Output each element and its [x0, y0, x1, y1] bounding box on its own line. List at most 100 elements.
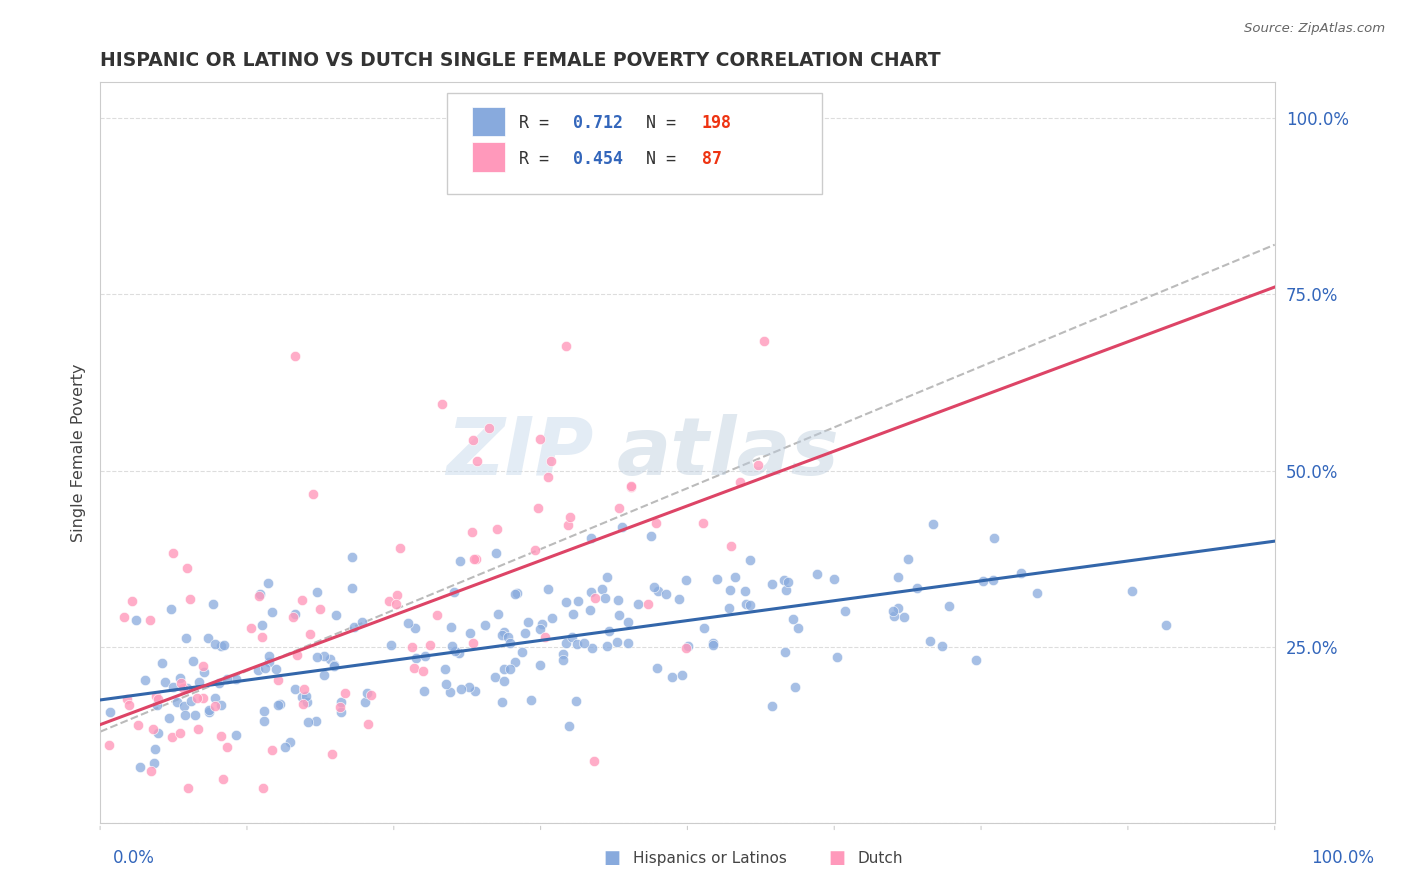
Hispanics or Latinos — [146, 726, 169, 740]
Hispanics or Latinos — [671, 668, 693, 682]
Hispanics or Latinos — [319, 652, 342, 666]
Hispanics or Latinos — [330, 694, 353, 708]
Hispanics or Latinos — [531, 616, 554, 631]
Hispanics or Latinos — [529, 622, 551, 636]
Dutch — [321, 747, 343, 762]
Hispanics or Latinos — [449, 554, 471, 568]
Hispanics or Latinos — [162, 680, 184, 694]
Hispanics or Latinos — [643, 580, 665, 594]
Hispanics or Latinos — [738, 553, 761, 567]
Hispanics or Latinos — [558, 719, 581, 733]
Hispanics or Latinos — [380, 638, 402, 652]
Hispanics or Latinos — [761, 576, 783, 591]
Text: 87: 87 — [702, 150, 721, 168]
Dutch — [204, 698, 226, 713]
Hispanics or Latinos — [561, 631, 583, 645]
Hispanics or Latinos — [983, 531, 1005, 545]
Hispanics or Latinos — [553, 653, 575, 667]
Hispanics or Latinos — [307, 650, 329, 665]
Dutch — [675, 641, 697, 656]
Dutch — [385, 588, 408, 602]
Hispanics or Latinos — [516, 615, 538, 629]
Hispanics or Latinos — [323, 657, 346, 672]
Dutch — [537, 470, 560, 484]
Dutch — [485, 522, 508, 536]
Hispanics or Latinos — [931, 639, 953, 653]
Hispanics or Latinos — [596, 639, 619, 653]
Hispanics or Latinos — [180, 694, 202, 708]
Hispanics or Latinos — [169, 671, 191, 685]
Hispanics or Latinos — [173, 699, 195, 714]
Dutch — [377, 593, 399, 607]
Hispanics or Latinos — [284, 607, 307, 621]
Dutch — [212, 772, 235, 786]
Dutch — [401, 640, 423, 655]
Hispanics or Latinos — [718, 601, 741, 615]
Hispanics or Latinos — [458, 625, 481, 640]
Hispanics or Latinos — [675, 573, 697, 587]
Dutch — [464, 552, 486, 566]
Hispanics or Latinos — [413, 648, 436, 663]
FancyBboxPatch shape — [447, 94, 823, 194]
Dutch — [112, 609, 135, 624]
Text: Dutch: Dutch — [858, 851, 903, 865]
Dutch — [162, 731, 184, 745]
Hispanics or Latinos — [257, 655, 280, 669]
Hispanics or Latinos — [329, 705, 352, 719]
Dutch — [292, 681, 315, 696]
Hispanics or Latinos — [617, 635, 640, 649]
Hispanics or Latinos — [176, 681, 198, 695]
Hispanics or Latinos — [340, 550, 363, 565]
Hispanics or Latinos — [627, 597, 650, 611]
Hispanics or Latinos — [1154, 618, 1177, 632]
Hispanics or Latinos — [591, 582, 613, 597]
Text: 0.712: 0.712 — [574, 114, 623, 132]
Dutch — [357, 717, 380, 731]
Hispanics or Latinos — [440, 639, 463, 653]
Dutch — [461, 636, 484, 650]
Hispanics or Latinos — [193, 665, 215, 680]
Hispanics or Latinos — [738, 598, 761, 612]
Hispanics or Latinos — [322, 659, 344, 673]
Hispanics or Latinos — [257, 576, 280, 591]
Text: R =: R = — [519, 114, 560, 132]
Hispanics or Latinos — [761, 698, 783, 713]
Hispanics or Latinos — [354, 695, 377, 709]
Hispanics or Latinos — [439, 685, 461, 699]
Hispanics or Latinos — [183, 708, 205, 723]
Dutch — [554, 339, 576, 353]
Hispanics or Latinos — [134, 673, 156, 687]
Hispanics or Latinos — [295, 694, 318, 708]
Hispanics or Latinos — [529, 657, 551, 672]
Dutch — [191, 690, 214, 705]
Text: 198: 198 — [702, 114, 731, 132]
Dutch — [465, 454, 488, 468]
Hispanics or Latinos — [278, 735, 301, 749]
Dutch — [266, 673, 288, 687]
Hispanics or Latinos — [197, 632, 219, 646]
Dutch — [179, 592, 201, 607]
Hispanics or Latinos — [146, 698, 169, 713]
Dutch — [426, 608, 449, 623]
Dutch — [252, 781, 274, 796]
Hispanics or Latinos — [1010, 566, 1032, 580]
Dutch — [98, 738, 121, 752]
Hispanics or Latinos — [938, 599, 960, 614]
Dutch — [247, 589, 270, 603]
Text: N =: N = — [647, 114, 686, 132]
Dutch — [607, 501, 630, 516]
Dutch — [540, 454, 562, 468]
Hispanics or Latinos — [702, 638, 724, 652]
Hispanics or Latinos — [396, 616, 419, 631]
Text: ■: ■ — [828, 849, 845, 867]
Hispanics or Latinos — [257, 649, 280, 664]
Dutch — [533, 630, 555, 644]
Text: N =: N = — [647, 150, 686, 168]
Hispanics or Latinos — [579, 603, 602, 617]
Hispanics or Latinos — [510, 645, 533, 659]
Hispanics or Latinos — [253, 714, 276, 728]
Hispanics or Latinos — [253, 704, 276, 718]
Hispanics or Latinos — [166, 695, 188, 709]
Hispanics or Latinos — [207, 675, 229, 690]
Dutch — [389, 541, 412, 555]
